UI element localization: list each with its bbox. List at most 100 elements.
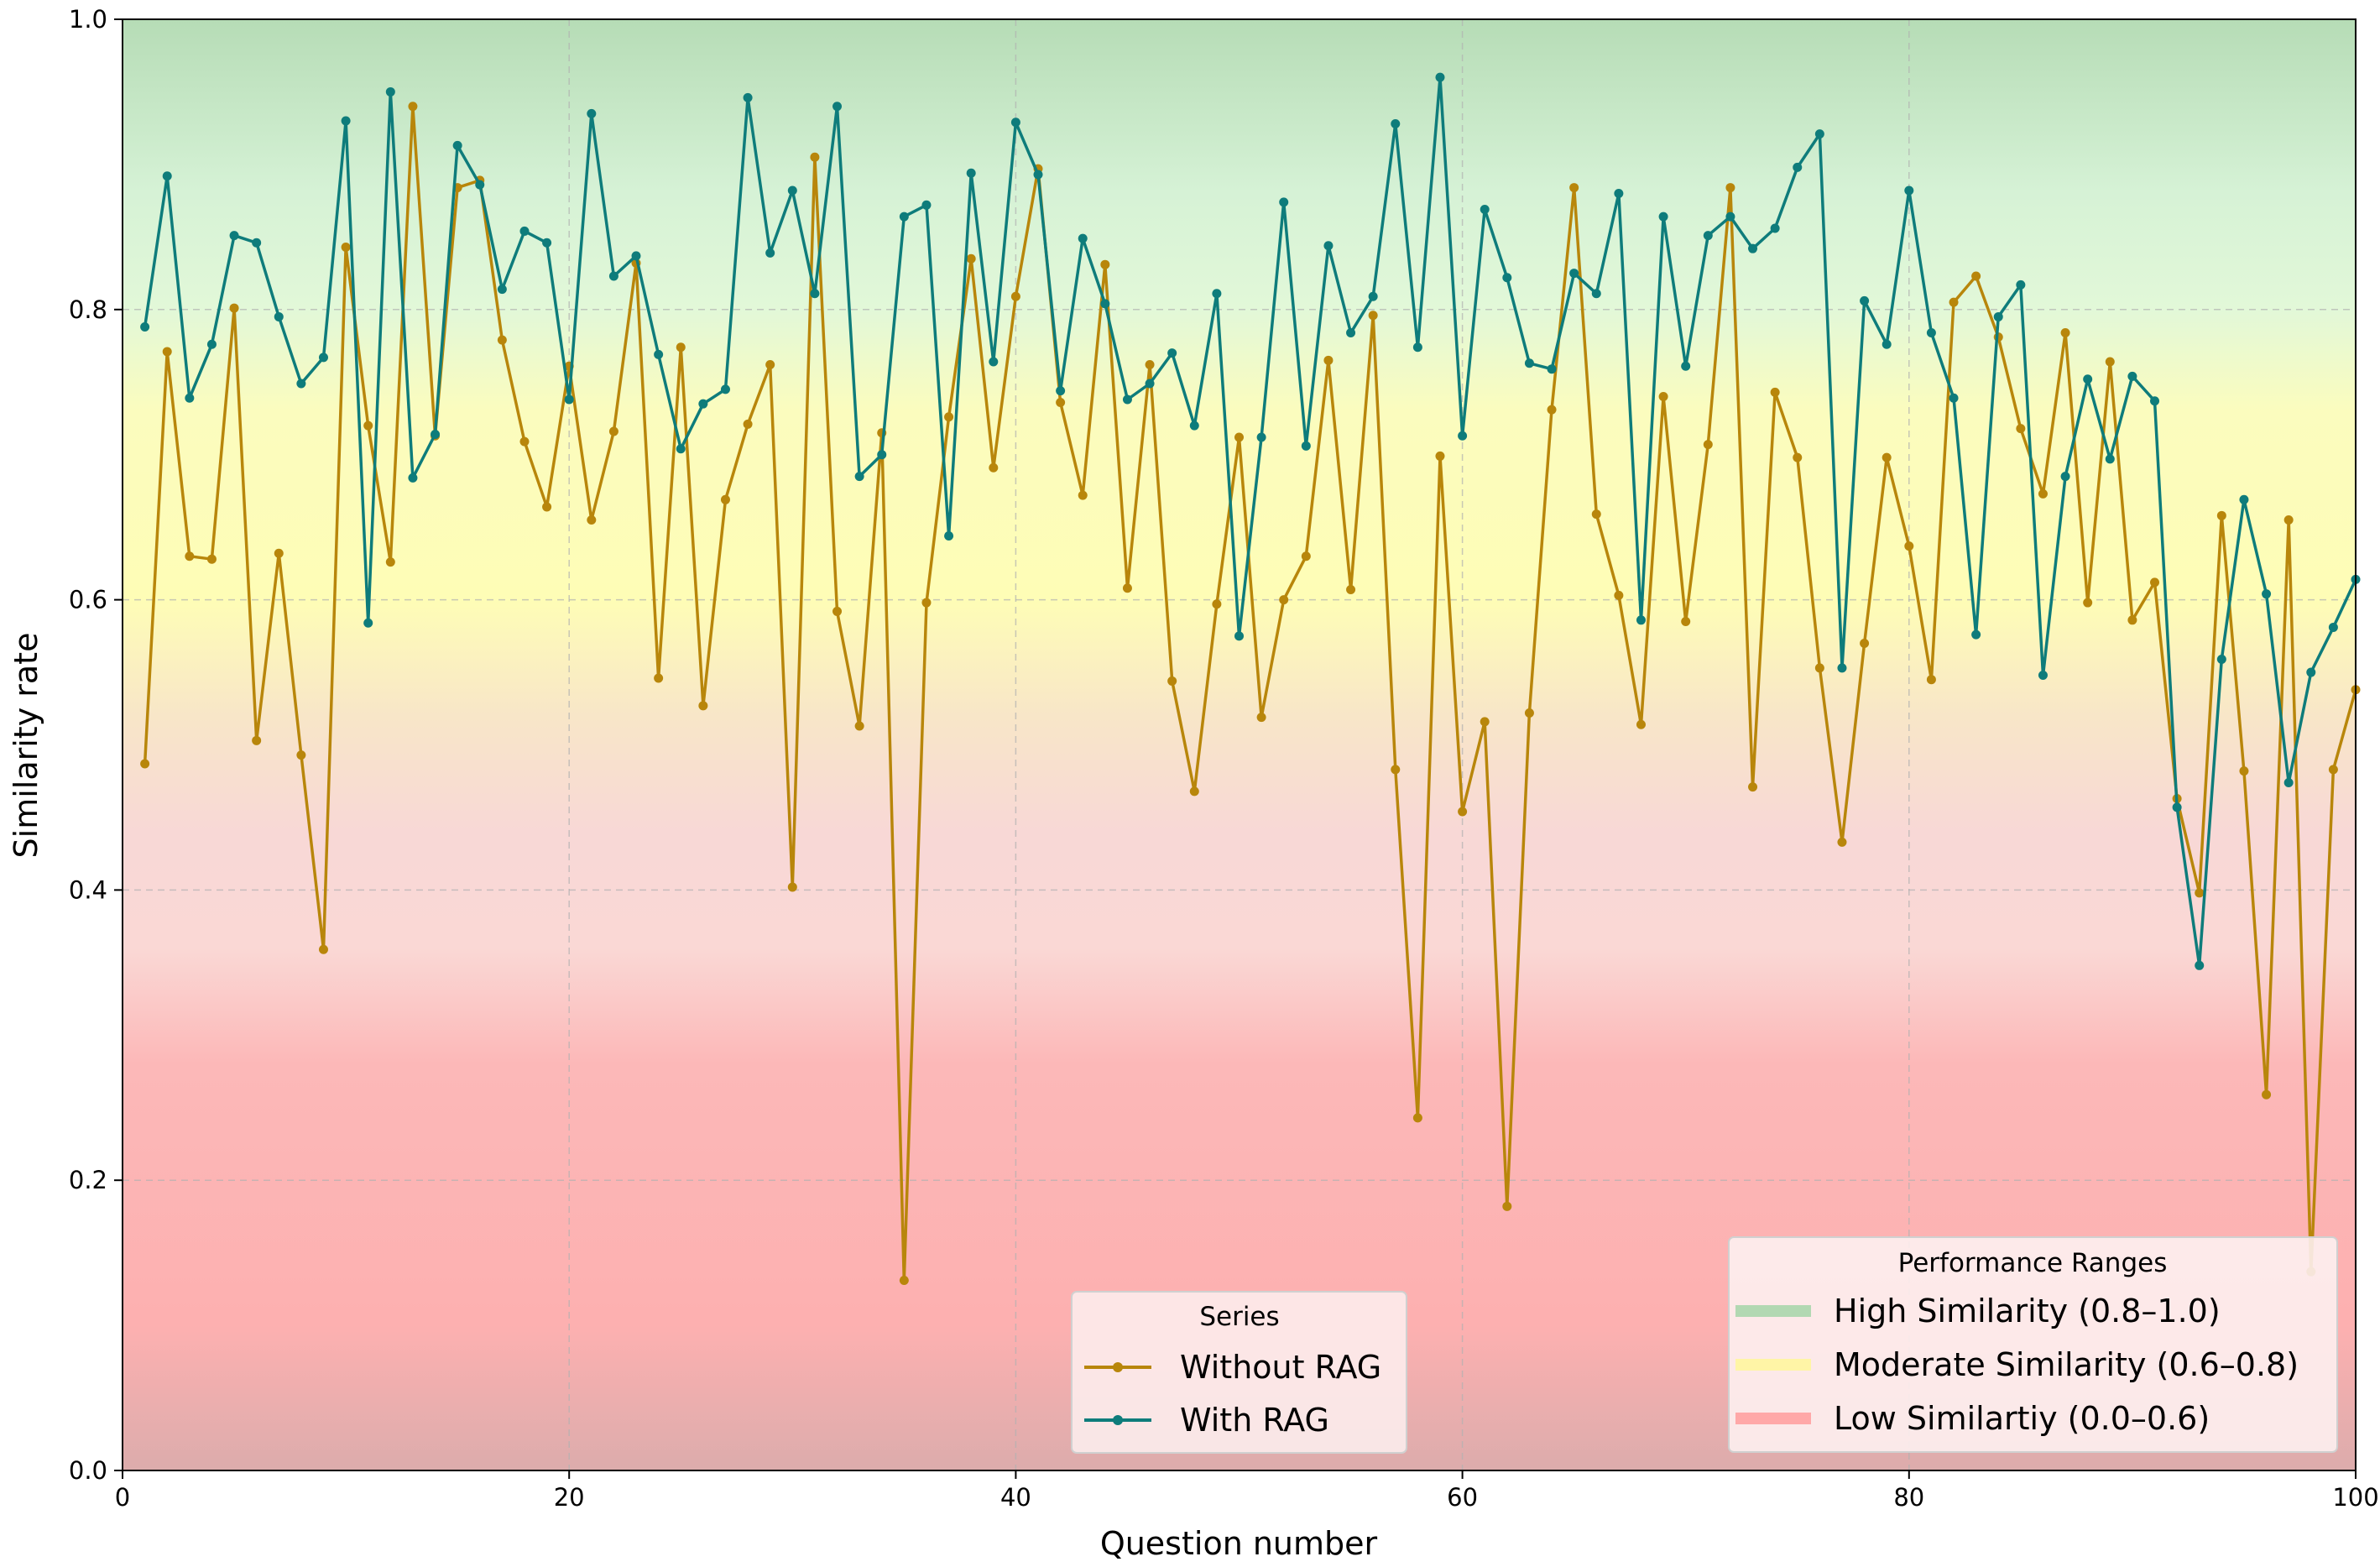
data-point-without-rag [2283,515,2294,525]
data-point-with-rag [1234,631,1244,641]
data-point-with-rag [1524,358,1534,368]
data-point-without-rag [2150,577,2160,588]
axis-ticks: 0 20 40 60 80 100 0.0 0.2 0.4 0.6 0.8 1.0 [69,5,2379,1512]
data-point-without-rag [185,551,195,562]
data-point-with-rag [542,238,552,248]
data-point-with-rag [1279,197,1289,207]
y-tick-label: 0.6 [69,586,107,614]
x-tick-label: 0 [115,1483,130,1512]
data-point-without-rag [1078,490,1088,500]
data-point-with-rag [1458,431,1468,441]
data-point-with-rag [921,200,932,210]
data-point-without-rag [1323,355,1334,365]
data-point-without-rag [1971,271,1981,281]
data-point-with-rag [1837,663,1847,673]
data-point-with-rag [743,92,753,102]
data-point-with-rag [1949,393,1959,403]
data-point-without-rag [1658,392,1668,402]
data-point-with-rag [1056,386,1066,396]
data-point-with-rag [2016,279,2026,290]
data-point-without-rag [363,420,373,431]
y-tick-label: 1.0 [69,5,107,34]
series-legend: Series Without RAG With RAG [1071,1291,1407,1454]
data-point-without-rag [1189,786,1199,797]
data-point-with-rag [497,285,507,295]
data-point-without-rag [899,1276,909,1286]
series-legend-title: Series [1199,1302,1279,1332]
legend-with-rag-marker [1113,1415,1123,1425]
data-point-with-rag [2038,671,2048,681]
data-point-without-rag [2083,598,2093,608]
legend-moderate-label: Moderate Similarity (0.6–0.8) [1834,1346,2299,1383]
data-point-with-rag [2262,589,2272,599]
data-point-without-rag [318,944,328,954]
data-point-without-rag [1814,663,1824,673]
data-point-with-rag [698,399,708,409]
data-point-with-rag [229,231,239,241]
data-point-without-rag [810,152,820,162]
series-layer [140,72,2361,1286]
data-point-with-rag [252,238,262,248]
data-point-without-rag [542,502,552,512]
data-point-without-rag [765,360,775,370]
data-point-with-rag [564,394,574,405]
data-point-without-rag [274,548,284,558]
data-point-with-rag [1569,269,1579,279]
data-point-with-rag [475,180,485,190]
data-point-with-rag [1435,72,1445,82]
data-point-without-rag [989,462,999,473]
data-point-with-rag [1391,118,1401,128]
legend-low-label: Low Similartiy (0.0–0.6) [1834,1400,2210,1437]
series-without-rag [140,102,2361,1286]
data-point-with-rag [854,472,864,482]
data-point-without-rag [676,342,686,353]
data-point-without-rag [787,882,797,892]
data-point-without-rag [1636,719,1646,729]
data-point-without-rag [162,347,172,357]
data-point-without-rag [1212,599,1222,609]
data-point-with-rag [206,339,217,349]
data-point-with-rag [1703,231,1713,241]
data-point-without-rag [341,242,351,252]
series-legend-box [1071,1291,1407,1454]
data-point-with-rag [2239,494,2249,504]
data-point-with-rag [1926,327,1936,337]
data-point-without-rag [1860,638,1870,648]
y-axis-title: Similarity rate [8,633,44,859]
series-line-with-rag [143,76,2357,968]
data-point-without-rag [1435,451,1445,461]
data-point-without-rag [2016,424,2026,434]
x-tick-label: 100 [2332,1483,2378,1512]
data-point-without-rag [497,335,507,345]
data-point-without-rag [1882,452,1892,462]
data-point-with-rag [765,248,775,258]
y-tick-label: 0.0 [69,1456,107,1485]
data-point-without-rag [1458,807,1468,817]
data-point-with-rag [1681,361,1691,371]
data-point-without-rag [1279,595,1289,605]
x-tick-label: 80 [1893,1483,1924,1512]
data-point-without-rag [1100,259,1110,269]
data-point-without-rag [1725,183,1735,193]
data-point-without-rag [1837,837,1847,847]
data-point-with-rag [1658,212,1668,222]
data-point-without-rag [587,515,597,525]
data-point-with-rag [385,86,395,97]
data-point-with-rag [966,168,976,178]
data-point-without-rag [2195,888,2205,898]
data-point-without-rag [1346,584,1356,594]
data-point-without-rag [832,606,843,616]
data-point-with-rag [296,379,306,389]
x-tick-label: 60 [1447,1483,1478,1512]
data-point-without-rag [2038,488,2048,499]
data-point-with-rag [654,349,664,359]
data-point-with-rag [1725,212,1735,222]
data-point-without-rag [2127,615,2137,625]
data-point-with-rag [1212,289,1222,299]
legend-without-rag-label: Without RAG [1180,1349,1381,1386]
data-point-without-rag [1681,617,1691,627]
data-point-with-rag [162,171,172,181]
data-point-with-rag [608,271,618,281]
